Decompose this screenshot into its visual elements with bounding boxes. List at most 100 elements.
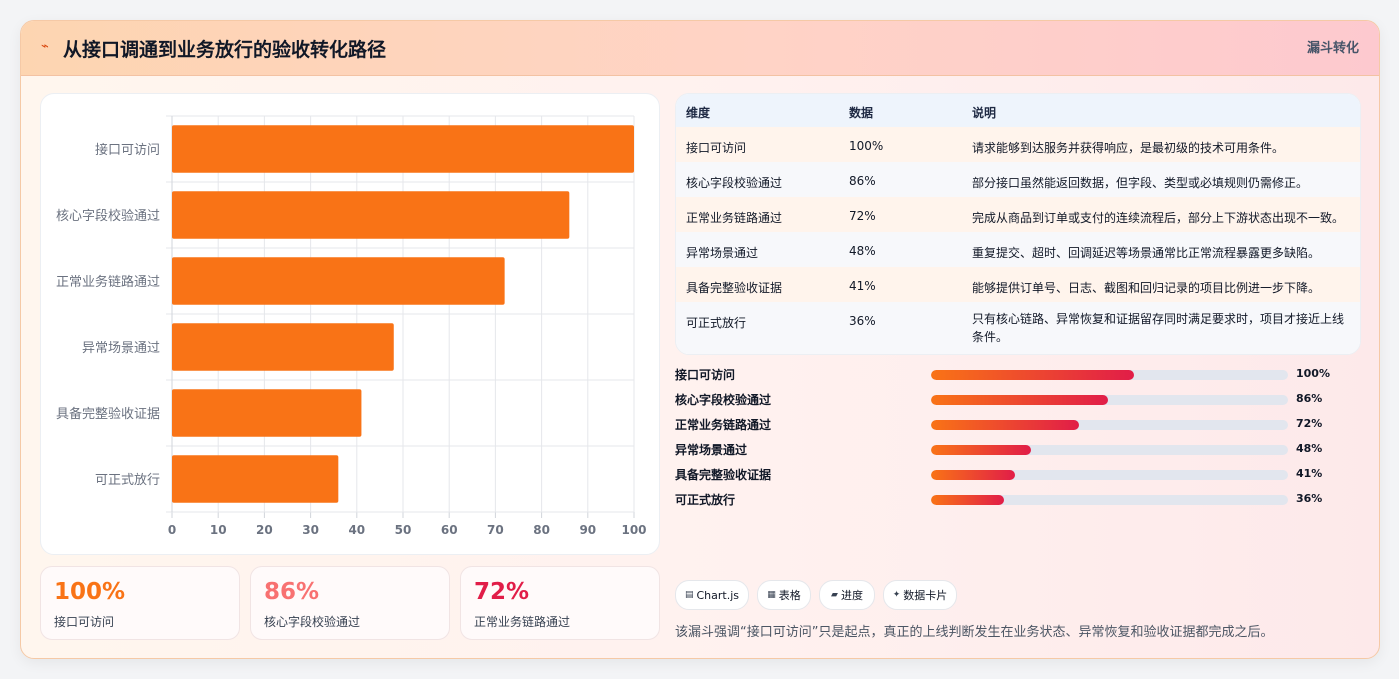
bar (172, 191, 570, 239)
x-tick-label: 40 (348, 523, 365, 537)
progress-fill (931, 370, 1135, 380)
x-tick-label: 10 (210, 523, 227, 537)
header-cell: 数据 (849, 106, 874, 120)
progress-label: 可正式放行 (675, 493, 736, 507)
x-tick-label: 80 (533, 523, 550, 537)
data-table: 维度 数据 说明 接口可访问 100% 请求能够到达服务并获得响应，是最初级的技… (675, 93, 1361, 355)
card-title: 从接口调通到业务放行的验收转化路径 (63, 39, 387, 61)
progress-fill (931, 420, 1080, 430)
x-tick-label: 70 (487, 523, 504, 537)
cell-data: 86% (849, 174, 876, 188)
progress-value: 41% (1296, 467, 1323, 480)
header-cell: 维度 (686, 106, 711, 120)
cell-dimension: 核心字段校验通过 (686, 176, 783, 190)
progress-label: 接口可访问 (675, 368, 736, 382)
cell-description: 部分接口虽然能返回数据，但字段、类型或必填规则仍需修正。 (972, 176, 1309, 190)
table-row: 正常业务链路通过 72% 完成从商品到订单或支付的连续流程后，部分上下游状态出现… (676, 197, 1360, 233)
chart-line-icon: ⌁ (41, 39, 49, 54)
progress-label: 异常场景通过 (675, 443, 748, 457)
stat-value: 86% (264, 579, 320, 605)
progress-fill (931, 445, 1031, 455)
cell-description: 能够提供订单号、日志、截图和回归记录的项目比例进一步下降。 (972, 281, 1321, 295)
x-tick-label: 30 (302, 523, 319, 537)
progress-track (931, 370, 1288, 380)
table-header: 维度 数据 说明 (676, 94, 1360, 128)
bar (172, 455, 339, 503)
cell-dimension: 异常场景通过 (686, 246, 759, 260)
cell-dimension: 可正式放行 (686, 316, 747, 330)
x-tick-label: 50 (395, 523, 412, 537)
table-row: 具备完整验收证据 41% 能够提供订单号、日志、截图和回归记录的项目比例进一步下… (676, 267, 1360, 303)
progress-row: 核心字段校验通过 86% (675, 391, 1375, 409)
progress-label: 具备完整验收证据 (675, 468, 772, 482)
progress-fill (931, 395, 1108, 405)
progress-fill (931, 470, 1015, 480)
footnote: 该漏斗强调“接口可访问”只是起点，真正的上线判断发生在业务状态、异常恢复和验收证… (675, 625, 1274, 640)
progress-label: 核心字段校验通过 (675, 393, 772, 407)
sparkle-icon: ✦ (892, 590, 901, 600)
chip-chartjs[interactable]: ▤ Chart.js (675, 580, 749, 610)
stat-label: 正常业务链路通过 (474, 615, 571, 629)
progress-value: 36% (1296, 492, 1323, 505)
progress-track (931, 470, 1288, 480)
progress-track (931, 420, 1288, 430)
cell-data: 36% (849, 314, 876, 328)
cell-description: 请求能够到达服务并获得响应，是最初级的技术可用条件。 (972, 141, 1285, 155)
cell-data: 41% (849, 279, 876, 293)
bar (172, 389, 362, 437)
chip-label: 进度 (840, 589, 863, 602)
x-tick-label: 90 (579, 523, 596, 537)
progress-track (931, 395, 1288, 405)
chip-label: 数据卡片 (903, 589, 948, 602)
progress-fill (931, 495, 1005, 505)
bar (172, 323, 394, 371)
table-row: 接口可访问 100% 请求能够到达服务并获得响应，是最初级的技术可用条件。 (676, 127, 1360, 163)
stat-card-2: 86% 核心字段校验通过 (250, 566, 450, 640)
x-tick-label: 20 (256, 523, 273, 537)
cell-data: 100% (849, 139, 884, 153)
bar (172, 125, 634, 173)
progress-value: 72% (1296, 417, 1323, 430)
cell-description: 只有核心链路、异常恢复和证据留存同时满足要求时，项目才接近上线条件。 (972, 312, 1345, 344)
progress-row: 接口可访问 100% (675, 366, 1375, 384)
chip-label: 表格 (778, 589, 801, 602)
chip-data-cards[interactable]: ✦ 数据卡片 (883, 580, 957, 610)
x-tick-label: 100 (621, 523, 646, 537)
stat-label: 核心字段校验通过 (264, 615, 361, 629)
progress-value: 100% (1296, 367, 1330, 380)
y-tick-label: 接口可访问 (95, 142, 160, 158)
bar-chart: 0 10 20 30 40 50 60 70 80 90 100 接口可访问核心字段校验通过正常业务链… (56, 115, 647, 537)
stat-value: 100% (54, 579, 126, 605)
cell-dimension: 具备完整验收证据 (686, 281, 783, 295)
progress-row: 异常场景通过 48% (675, 441, 1375, 459)
cell-description: 完成从商品到订单或支付的连续流程后，部分上下游状态出现不一致。 (972, 211, 1345, 225)
progress-value: 48% (1296, 442, 1323, 455)
table-row: 异常场景通过 48% 重复提交、超时、回调延迟等场景通常比正常流程暴露更多缺陷。 (676, 232, 1360, 268)
y-tick-label: 具备完整验收证据 (56, 406, 160, 422)
cell-data: 48% (849, 244, 876, 258)
y-tick-label: 异常场景通过 (82, 341, 160, 356)
table-icon: ▦ (767, 590, 776, 600)
stat-label: 接口可访问 (54, 615, 115, 629)
chip-progress[interactable]: ▰ 进度 (819, 580, 875, 610)
stat-value: 72% (474, 579, 530, 605)
x-tick-label: 60 (441, 523, 458, 537)
progress-row: 具备完整验收证据 41% (675, 466, 1375, 484)
table-row: 可正式放行 36% 只有核心链路、异常恢复和证据留存同时满足要求时，项目才接近上… (676, 302, 1360, 354)
table-row: 核心字段校验通过 86% 部分接口虽然能返回数据，但字段、类型或必填规则仍需修正… (676, 162, 1360, 198)
header-cell: 说明 (972, 106, 997, 120)
y-tick-label: 可正式放行 (95, 473, 160, 488)
progress-row: 正常业务链路通过 72% (675, 416, 1375, 434)
funnel-card: ⌁ 从接口调通到业务放行的验收转化路径 漏斗转化 0 10 20 30 40 50 60 70… (20, 20, 1380, 659)
chip-label: Chart.js (696, 588, 740, 602)
progress-label: 正常业务链路通过 (675, 418, 772, 432)
y-tick-label: 核心字段校验通过 (56, 208, 160, 224)
cell-dimension: 正常业务链路通过 (686, 211, 783, 225)
progress-track (931, 495, 1288, 505)
stat-card-3: 72% 正常业务链路通过 (460, 566, 660, 640)
progress-value: 86% (1296, 392, 1323, 405)
cell-description: 重复提交、超时、回调延迟等场景通常比正常流程暴露更多缺陷。 (972, 246, 1321, 260)
chip-table[interactable]: ▦ 表格 (757, 580, 811, 610)
progress-track (931, 445, 1288, 455)
header-tag: 漏斗转化 (1306, 41, 1359, 56)
